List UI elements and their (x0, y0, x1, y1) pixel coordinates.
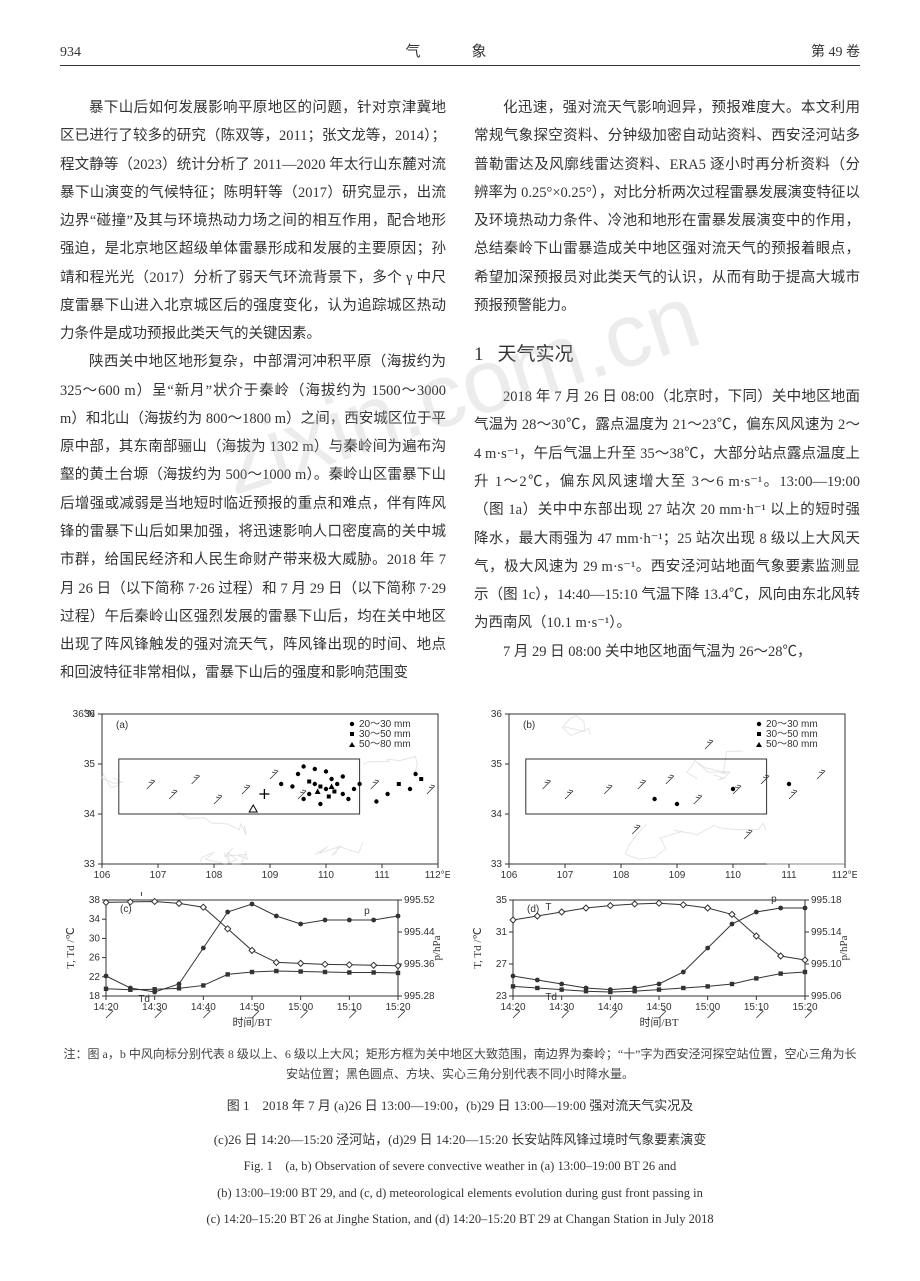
svg-text:110: 110 (318, 870, 334, 881)
figure-caption-en-1: Fig. 1 (a, b) Observation of severe conv… (60, 1155, 860, 1178)
svg-text:33: 33 (491, 859, 503, 870)
svg-text:34: 34 (84, 809, 96, 820)
para-left-1: 暴下山后如何发展影响平原地区的问题，针对京津冀地区已进行了较多的研究（陈双等，2… (60, 94, 446, 348)
svg-text:106: 106 (94, 870, 111, 881)
svg-text:36°N: 36°N (73, 709, 95, 720)
para-right-2: 2018 年 7 月 26 日 08:00（北京时，下同）关中地区地面气温为 2… (474, 383, 860, 637)
svg-text:50～80 mm: 50～80 mm (359, 739, 411, 750)
svg-text:p: p (364, 906, 370, 917)
svg-text:p/hPa: p/hPa (431, 935, 443, 960)
svg-text:15:10: 15:10 (744, 1002, 769, 1013)
figure-1d: 23273135995.06995.10995.14995.1814:2014:… (467, 892, 860, 1032)
svg-text:106: 106 (501, 870, 518, 881)
svg-text:14:20: 14:20 (500, 1002, 525, 1013)
svg-text:995.28: 995.28 (404, 991, 435, 1002)
issue-label: 第 49 卷 (811, 41, 860, 61)
svg-text:14:50: 14:50 (646, 1002, 671, 1013)
svg-text:p: p (771, 894, 777, 905)
svg-text:14:50: 14:50 (239, 1002, 264, 1013)
svg-text:111: 111 (781, 870, 797, 881)
svg-text:p/hPa: p/hPa (838, 935, 850, 960)
svg-text:109: 109 (262, 870, 279, 881)
svg-text:995.52: 995.52 (404, 895, 435, 906)
svg-text:995.18: 995.18 (811, 895, 842, 906)
svg-text:108: 108 (613, 870, 630, 881)
svg-text:35: 35 (496, 895, 508, 906)
svg-text:26: 26 (89, 952, 101, 963)
svg-text:34: 34 (89, 914, 101, 925)
svg-text:15:10: 15:10 (337, 1002, 362, 1013)
svg-text:14:40: 14:40 (598, 1002, 623, 1013)
page-number: 934 (60, 45, 81, 61)
svg-text:110: 110 (725, 870, 741, 881)
left-column: 暴下山后如何发展影响平原地区的问题，针对京津冀地区已进行了较多的研究（陈双等，2… (60, 94, 446, 688)
svg-text:111: 111 (374, 870, 390, 881)
svg-text:112°E: 112°E (425, 870, 450, 881)
svg-text:T: T (138, 892, 144, 899)
svg-text:27: 27 (496, 959, 508, 970)
para-left-2: 陕西关中地区地形复杂，中部渭河冲积平原（海拔约为 325～600 m）呈“新月”… (60, 348, 446, 687)
svg-text:15:20: 15:20 (385, 1002, 410, 1013)
section-1-heading: 1 天气实况 (474, 336, 860, 373)
svg-text:35: 35 (84, 759, 96, 770)
figure-1c: 182226303438995.28995.36995.44995.5214:2… (60, 892, 453, 1032)
svg-text:22: 22 (89, 971, 101, 982)
figure-note: 注：图 a，b 中风向标分别代表 8 级以上、6 级以上大风；矩形方框为关中地区… (60, 1044, 860, 1085)
para-right-1: 化迅速，强对流天气影响迥异，预报难度大。本文利用常规气象探空资料、分钟级加密自动… (474, 94, 860, 320)
svg-text:33: 33 (84, 859, 96, 870)
svg-text:107: 107 (557, 870, 574, 881)
svg-text:15:00: 15:00 (288, 1002, 313, 1013)
svg-text:50～80 mm: 50～80 mm (766, 739, 818, 750)
right-column: 化迅速，强对流天气影响迥异，预报难度大。本文利用常规气象探空资料、分钟级加密自动… (474, 94, 860, 688)
svg-text:107: 107 (150, 870, 167, 881)
svg-text:T, Td /℃: T, Td /℃ (472, 927, 484, 969)
two-column-body: 暴下山后如何发展影响平原地区的问题，针对京津冀地区已进行了较多的研究（陈双等，2… (60, 94, 860, 688)
svg-text:(b): (b) (523, 720, 535, 731)
svg-text:(a): (a) (116, 720, 128, 731)
svg-text:(d): (d) (527, 904, 539, 915)
svg-text:995.06: 995.06 (811, 991, 842, 1002)
svg-text:35: 35 (491, 759, 503, 770)
svg-text:Td: Td (545, 992, 557, 1003)
svg-text:15:20: 15:20 (792, 1002, 817, 1013)
running-header: 934 气 象 第 49 卷 (60, 40, 860, 66)
para-right-3: 7 月 29 日 08:00 关中地区地面气温为 26～28℃， (474, 638, 860, 666)
svg-text:31: 31 (496, 927, 508, 938)
svg-text:108: 108 (206, 870, 223, 881)
svg-text:109: 109 (669, 870, 686, 881)
figure-caption-cn-1: 图 1 2018 年 7 月 (a)26 日 13:00—19:00，(b)29… (60, 1094, 860, 1117)
figure-caption-cn-2: (c)26 日 14:20—15:20 泾河站，(d)29 日 14:20—15… (60, 1128, 860, 1151)
svg-text:15:00: 15:00 (695, 1002, 720, 1013)
svg-text:30: 30 (89, 933, 101, 944)
section-title: 天气实况 (498, 344, 574, 365)
svg-text:36: 36 (491, 709, 503, 720)
svg-text:T, Td /℃: T, Td /℃ (65, 927, 77, 969)
svg-text:Td: Td (138, 993, 150, 1004)
figure-1: 33343536106107108109110111112°E36°N(a)20… (60, 706, 860, 1231)
svg-text:112°E: 112°E (832, 870, 857, 881)
svg-text:23: 23 (496, 991, 508, 1002)
svg-text:(c): (c) (120, 904, 132, 915)
svg-text:14:30: 14:30 (549, 1002, 574, 1013)
figure-1a: 33343536106107108109110111112°E36°N(a)20… (60, 706, 453, 886)
svg-text:18: 18 (89, 991, 101, 1002)
figure-caption-en-2: (b) 13:00–19:00 BT 29, and (c, d) meteor… (60, 1182, 860, 1205)
figure-1b: 33343536106107108109110111112°E(b)20～30 … (467, 706, 860, 886)
svg-text:T: T (545, 902, 551, 913)
svg-text:14:20: 14:20 (93, 1002, 118, 1013)
svg-text:34: 34 (491, 809, 503, 820)
svg-text:38: 38 (89, 895, 101, 906)
section-number: 1 (474, 344, 484, 365)
journal-title: 气 象 (387, 40, 504, 61)
figure-caption-en-3: (c) 14:20–15:20 BT 26 at Jinghe Station,… (60, 1208, 860, 1231)
svg-text:14:40: 14:40 (191, 1002, 216, 1013)
